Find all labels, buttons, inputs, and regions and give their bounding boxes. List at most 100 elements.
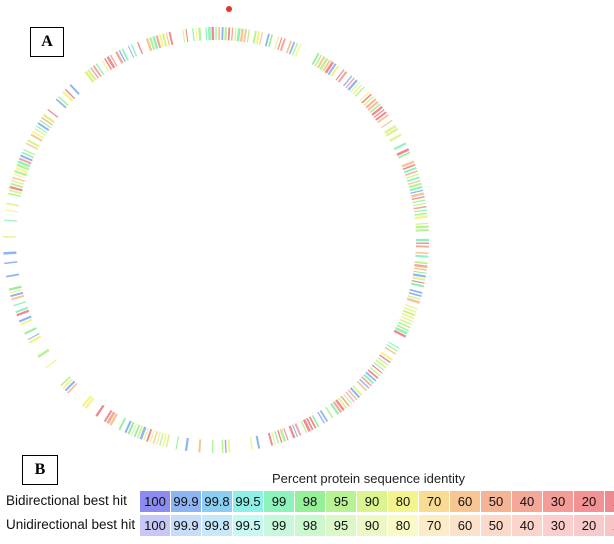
ring-feature-113 xyxy=(369,367,381,377)
ring-feature-168 xyxy=(127,421,135,435)
ring-feature-143 xyxy=(277,429,283,443)
ring-feature-46 xyxy=(373,108,385,118)
ring-feature-233 xyxy=(84,70,95,83)
ring-feature-125 xyxy=(340,395,350,407)
legend-cell-1-12: 40 xyxy=(512,515,543,536)
ring-feature-153 xyxy=(198,439,202,453)
ring-feature-128 xyxy=(332,401,343,413)
legend-cell-0-3: 99.5 xyxy=(233,491,264,512)
ring-feature-172 xyxy=(106,411,116,424)
ring-feature-97 xyxy=(401,312,415,320)
ring-feature-32 xyxy=(337,71,348,83)
legend-cell-1-13: 30 xyxy=(543,515,574,536)
ring-feature-67 xyxy=(411,196,425,201)
ring-feature-117 xyxy=(361,376,372,387)
ring-feature-23 xyxy=(311,52,320,66)
ring-feature-166 xyxy=(133,424,141,438)
ring-feature-107 xyxy=(380,351,393,361)
ring-feature-43 xyxy=(367,100,379,112)
ring-feature-212 xyxy=(17,160,31,168)
legend-cell-0-0: 100 xyxy=(140,491,171,512)
ring-feature-178 xyxy=(64,380,76,392)
ring-feature-63 xyxy=(408,182,422,189)
ring-feature-120 xyxy=(352,385,363,396)
ring-feature-192 xyxy=(10,291,24,298)
ring-feature-187 xyxy=(18,315,32,323)
ring-feature-158 xyxy=(159,432,164,446)
ring-feature-248 xyxy=(145,38,153,52)
ring-feature-10 xyxy=(246,29,250,43)
ring-feature-20 xyxy=(288,41,296,55)
ring-feature-112 xyxy=(371,364,383,374)
ring-feature-47 xyxy=(375,111,387,121)
ring-feature-118 xyxy=(359,378,370,389)
ring-feature-7 xyxy=(236,28,241,42)
legend-cell-1-1: 99.9 xyxy=(171,515,202,536)
ring-feature-132 xyxy=(317,411,325,424)
legend-cell-0-5: 98 xyxy=(295,491,326,512)
ring-feature-250 xyxy=(152,36,159,50)
ring-feature-104 xyxy=(387,341,400,349)
ring-feature-45 xyxy=(371,105,383,116)
legend-cell-1-10: 60 xyxy=(450,515,481,536)
ring-feature-189 xyxy=(15,306,29,314)
ring-feature-130 xyxy=(325,406,334,419)
ring-feature-72 xyxy=(414,212,428,216)
ring-feature-207 xyxy=(12,176,26,182)
ring-feature-242 xyxy=(115,51,124,64)
ring-feature-247 xyxy=(136,41,144,55)
ring-feature-201 xyxy=(6,202,20,207)
legend-cell-0-8: 80 xyxy=(388,491,419,512)
bidirectional-row-label: Bidirectional best hit xyxy=(6,493,127,508)
ring-feature-76 xyxy=(415,229,429,232)
ring-feature-142 xyxy=(279,428,287,442)
ring-feature-193 xyxy=(9,289,23,294)
ring-feature-65 xyxy=(410,189,424,194)
ring-feature-156 xyxy=(165,434,171,448)
ring-feature-230 xyxy=(62,91,74,102)
ring-feature-90 xyxy=(409,288,423,294)
ring-feature-99 xyxy=(399,318,412,326)
ring-feature-35 xyxy=(347,79,358,91)
ring-feature-257 xyxy=(185,29,189,43)
panel-a-label: A xyxy=(30,27,64,57)
ring-feature-227 xyxy=(47,109,59,118)
ring-feature-254 xyxy=(165,32,170,46)
ring-feature-236 xyxy=(92,65,102,77)
ring-feature-15 xyxy=(268,34,273,48)
ring-feature-92 xyxy=(407,295,421,300)
ring-feature-208 xyxy=(13,173,26,179)
ring-feature-96 xyxy=(402,309,416,317)
ring-feature-179 xyxy=(62,378,74,389)
ring-feature-124 xyxy=(343,393,353,405)
ring-feature-54 xyxy=(396,148,410,156)
ring-feature-196 xyxy=(4,261,18,265)
ring-feature-175 xyxy=(84,397,95,409)
ring-feature-214 xyxy=(20,154,33,162)
ring-feature-215 xyxy=(21,151,35,159)
ring-feature-56 xyxy=(401,160,415,168)
ring-feature-27 xyxy=(322,59,331,72)
ring-feature-87 xyxy=(412,276,426,281)
ring-feature-39 xyxy=(359,91,370,102)
legend-cell-1-4: 99 xyxy=(264,515,295,536)
ring-feature-30 xyxy=(330,65,340,78)
ring-feature-110 xyxy=(375,359,387,369)
panel-b-label: B xyxy=(22,455,58,485)
ring-feature-188 xyxy=(16,309,30,317)
ring-feature-93 xyxy=(406,297,420,304)
ring-feature-21 xyxy=(291,42,299,56)
ring-feature-167 xyxy=(130,423,138,436)
ring-feature-116 xyxy=(363,373,375,385)
ring-feature-173 xyxy=(103,409,113,423)
ring-feature-252 xyxy=(158,34,165,48)
ring-feature-115 xyxy=(365,371,377,382)
ring-feature-240 xyxy=(106,56,116,69)
ring-feature-251 xyxy=(155,35,162,49)
ring-feature-139 xyxy=(291,424,299,438)
ring-feature-199 xyxy=(3,219,17,222)
ring-feature-88 xyxy=(411,280,425,284)
ring-feature-147 xyxy=(255,435,261,449)
ring-feature-224 xyxy=(39,119,51,129)
ring-feature-group xyxy=(2,26,430,454)
